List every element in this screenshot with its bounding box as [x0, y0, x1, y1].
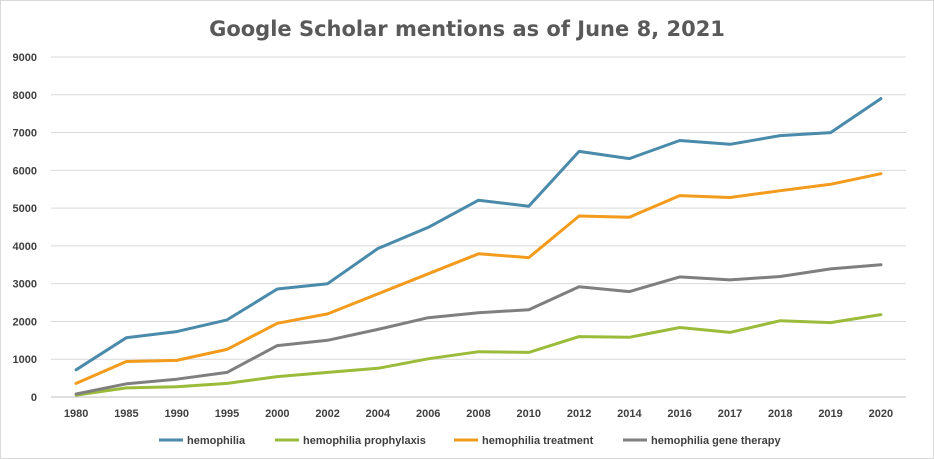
y-tick-label: 1000: [13, 354, 37, 366]
y-tick-label: 3000: [13, 279, 37, 291]
x-tick-label: 2012: [567, 408, 591, 420]
y-tick-label: 0: [31, 392, 37, 404]
x-tick-label: 1990: [164, 408, 188, 420]
legend-label: hemophilia: [187, 435, 246, 447]
x-tick-label: 2010: [517, 408, 541, 420]
legend-item: hemophilia treatment: [454, 435, 594, 447]
x-tick-label: 1980: [64, 408, 88, 420]
x-tick-label: 2019: [818, 408, 842, 420]
x-tick-label: 2002: [315, 408, 339, 420]
legend: hemophilia hemophilia prophylaxis hemophil…: [159, 435, 781, 447]
x-tick-label: 2006: [416, 408, 440, 420]
y-tick-label: 6000: [13, 165, 37, 177]
series-lines: [74, 97, 883, 397]
y-tick-label: 2000: [13, 316, 37, 328]
legend-label: hemophilia treatment: [482, 435, 594, 447]
y-tick-label: 8000: [13, 90, 37, 102]
y-tick-label: 5000: [13, 203, 37, 215]
gridlines: [51, 56, 906, 360]
legend-item: hemophilia gene therapy: [623, 435, 781, 447]
legend-label: hemophilia prophylaxis: [303, 435, 426, 447]
x-tick-label: 2004: [366, 408, 391, 420]
x-tick-label: 2018: [768, 408, 792, 420]
y-tick-label: 9000: [13, 52, 37, 64]
x-tick-label: 2000: [265, 408, 289, 420]
y-tick-label: 7000: [13, 128, 37, 140]
series-line-hemophilia-prophylaxis: [74, 313, 883, 397]
series-line-hemophilia: [74, 97, 883, 372]
x-tick-label: 1985: [114, 408, 138, 420]
y-tick-label: 4000: [13, 241, 37, 253]
x-tick-label: 1995: [215, 408, 239, 420]
legend-item: hemophilia prophylaxis: [275, 435, 426, 447]
legend-label: hemophilia gene therapy: [651, 435, 781, 447]
series-line-hemophilia-gene-therapy: [74, 263, 883, 396]
x-tick-label: 2008: [466, 408, 490, 420]
series-line-hemophilia-treatment: [74, 172, 883, 385]
chart-title: Google Scholar mentions as of June 8, 20…: [209, 17, 725, 41]
x-tick-label: 2016: [667, 408, 691, 420]
axes: 0 1000 2000 3000 4000 5000 6000 7000 8000 9000 198…: [13, 52, 906, 420]
x-tick-label: 2014: [617, 408, 642, 420]
legend-item: hemophilia: [159, 435, 246, 447]
x-tick-label: 2020: [869, 408, 893, 420]
x-tick-label: 2017: [718, 408, 742, 420]
